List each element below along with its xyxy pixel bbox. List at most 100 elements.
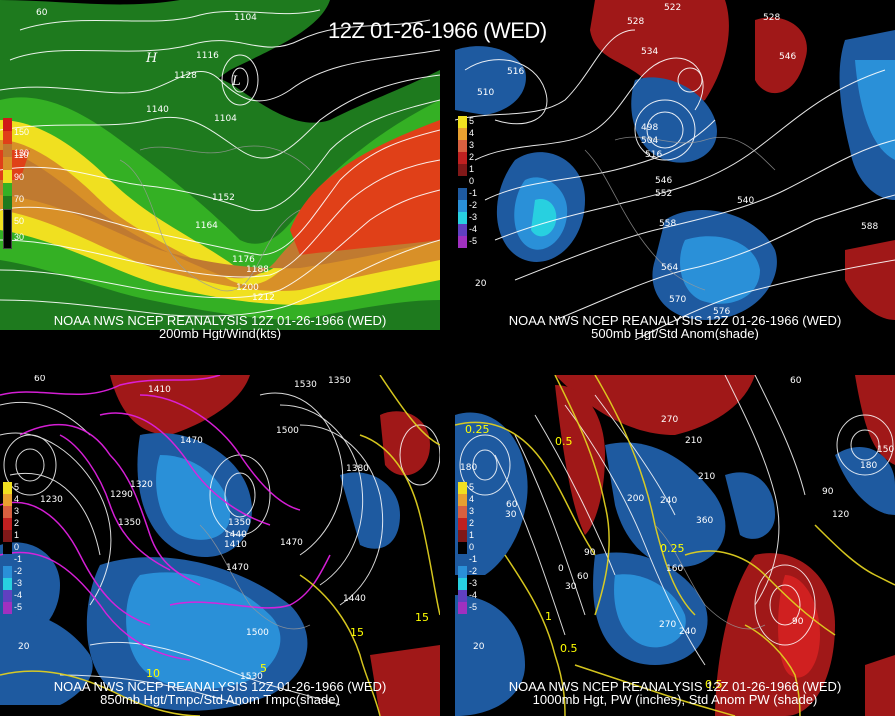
pw-label: 0.5 bbox=[555, 435, 573, 448]
contour-label: 1410 bbox=[224, 540, 247, 550]
panel-field: 1000mb Hgt, PW (inches), Std Anom PW (sh… bbox=[532, 692, 818, 707]
panel-source: NOAA NWS NCEP REANALYSIS 12Z 01-26-1966 … bbox=[53, 679, 387, 694]
legend-label: -3 bbox=[469, 578, 478, 588]
pw-label: 0.25 bbox=[660, 542, 685, 555]
legend-label: -5 bbox=[469, 602, 478, 612]
contour-label: 1410 bbox=[148, 385, 171, 395]
contour-label: 90 bbox=[822, 487, 834, 497]
legend-label: 4 bbox=[469, 128, 475, 138]
pw-label: 0.5 bbox=[705, 678, 723, 691]
contour-label: 570 bbox=[669, 295, 686, 305]
panel-field: 850mb Hgt/Tmpc/Std Anom Tmpc(shade) bbox=[100, 692, 340, 707]
contour-label: 360 bbox=[696, 516, 713, 526]
temp-label: 10 bbox=[146, 667, 160, 680]
legend-label: -3 bbox=[14, 578, 23, 588]
edge-label: 20 bbox=[475, 279, 487, 289]
contour-label: 120 bbox=[832, 510, 849, 520]
legend-label: 0 bbox=[469, 542, 475, 552]
legend-label: 4 bbox=[14, 494, 20, 504]
contour-label: 558 bbox=[659, 219, 676, 229]
edge-label: 20 bbox=[473, 642, 485, 652]
contour-label: 1530 bbox=[294, 380, 317, 390]
contour-label: 516 bbox=[507, 67, 524, 77]
contour-label: 528 bbox=[627, 17, 644, 27]
contour-label: 1470 bbox=[280, 538, 303, 548]
contour-label: 90 bbox=[584, 548, 596, 558]
panel-field: 500mb Hgt/Std Anom(shade) bbox=[591, 326, 759, 340]
contour-label: 60 bbox=[506, 500, 518, 510]
contour-label: 1440 bbox=[224, 530, 247, 540]
contour-label: 522 bbox=[664, 3, 681, 13]
legend-label: 3 bbox=[14, 506, 20, 516]
contour-label: 552 bbox=[655, 189, 672, 199]
contour-label: 210 bbox=[698, 472, 715, 482]
contour-label: 1176 bbox=[232, 255, 255, 265]
panel-source: NOAA NWS NCEP REANALYSIS 12Z 01-26-1966 … bbox=[508, 313, 842, 328]
legend-label: -4 bbox=[14, 590, 23, 600]
contour-label: 546 bbox=[655, 176, 672, 186]
contour-label: 1380 bbox=[346, 464, 369, 474]
legend-label: 5 bbox=[469, 116, 475, 126]
contour-label: 1470 bbox=[180, 436, 203, 446]
contour-label: 150 bbox=[877, 445, 894, 455]
contour-label: 540 bbox=[737, 196, 754, 206]
wind-legend: 150 130 110 90 70 50 30 bbox=[3, 118, 29, 249]
legend-label: 50 bbox=[14, 216, 25, 226]
contour-label: 564 bbox=[661, 263, 678, 273]
anomaly-legend: 5 4 3 2 1 0 -1 -2 -3 -4 -5 bbox=[458, 482, 477, 614]
edge-label: 60 bbox=[34, 375, 46, 384]
contour-label: 588 bbox=[861, 222, 878, 232]
high-marker: H bbox=[145, 51, 158, 66]
edge-label: 60 bbox=[790, 376, 802, 386]
legend-label: 110 bbox=[14, 150, 29, 160]
legend-label: -4 bbox=[469, 224, 478, 234]
panel-source: NOAA NWS NCEP REANALYSIS 12Z 01-26-1966 … bbox=[508, 679, 842, 694]
contour-label: 270 bbox=[659, 620, 676, 630]
legend-label: -4 bbox=[469, 590, 478, 600]
legend-label: 90 bbox=[14, 172, 25, 182]
contour-label: 1116 bbox=[196, 51, 219, 61]
map-1000mb: 270 210 180 240 200 360 210 120 90 180 1… bbox=[455, 375, 895, 716]
contour-label: 1152 bbox=[212, 193, 235, 203]
contour-label: 1200 bbox=[236, 283, 259, 293]
contour-label: 160 bbox=[666, 564, 683, 574]
legend-label: -1 bbox=[469, 188, 478, 198]
legend-label: 4 bbox=[469, 494, 475, 504]
contour-label: 1440 bbox=[343, 594, 366, 604]
contour-label: 1188 bbox=[246, 265, 269, 275]
contour-label: 510 bbox=[477, 88, 494, 98]
legend-label: -2 bbox=[14, 566, 23, 576]
legend-label: 3 bbox=[469, 506, 475, 516]
edge-label: 60 bbox=[36, 8, 48, 18]
legend-label: -1 bbox=[469, 554, 478, 564]
panel-source: NOAA NWS NCEP REANALYSIS 12Z 01-26-1966 … bbox=[53, 313, 387, 328]
contour-label: 498 bbox=[641, 123, 658, 133]
temp-label: 5 bbox=[260, 662, 267, 675]
panel-500mb-anom: 522 528 534 516 510 498 504 516 546 552 … bbox=[455, 0, 895, 340]
contour-label: 1230 bbox=[40, 495, 63, 505]
contour-label: 1212 bbox=[252, 293, 275, 303]
legend-label: 3 bbox=[469, 140, 475, 150]
contour-label: 528 bbox=[763, 13, 780, 23]
legend-label: 1 bbox=[14, 530, 20, 540]
legend-label: -5 bbox=[469, 236, 478, 246]
legend-label: -2 bbox=[469, 200, 478, 210]
legend-label: 1 bbox=[469, 530, 475, 540]
contour-label: 1164 bbox=[195, 221, 218, 231]
anomaly-legend: 5 4 3 2 1 0 -1 -2 -3 -4 -5 bbox=[3, 482, 22, 614]
contour-labels: 1104 1116 1128 1140 1104 1152 1164 1176 … bbox=[36, 8, 275, 303]
legend-label: -2 bbox=[469, 566, 478, 576]
legend-label: -1 bbox=[14, 554, 23, 564]
contour-label: 200 bbox=[627, 494, 644, 504]
contour-labels: 270 210 180 240 200 360 210 120 90 180 1… bbox=[460, 376, 894, 691]
contour-label: 240 bbox=[679, 627, 696, 637]
legend-label: 2 bbox=[469, 518, 475, 528]
contour-label: 1128 bbox=[174, 71, 197, 81]
map-500mb: 522 528 534 516 510 498 504 516 546 552 … bbox=[455, 0, 895, 340]
contour-label: 1104 bbox=[234, 13, 257, 23]
panel-1000mb-pw: 270 210 180 240 200 360 210 120 90 180 1… bbox=[455, 375, 895, 716]
contour-label: 1140 bbox=[146, 105, 169, 115]
contour-label: 90 bbox=[792, 617, 804, 627]
